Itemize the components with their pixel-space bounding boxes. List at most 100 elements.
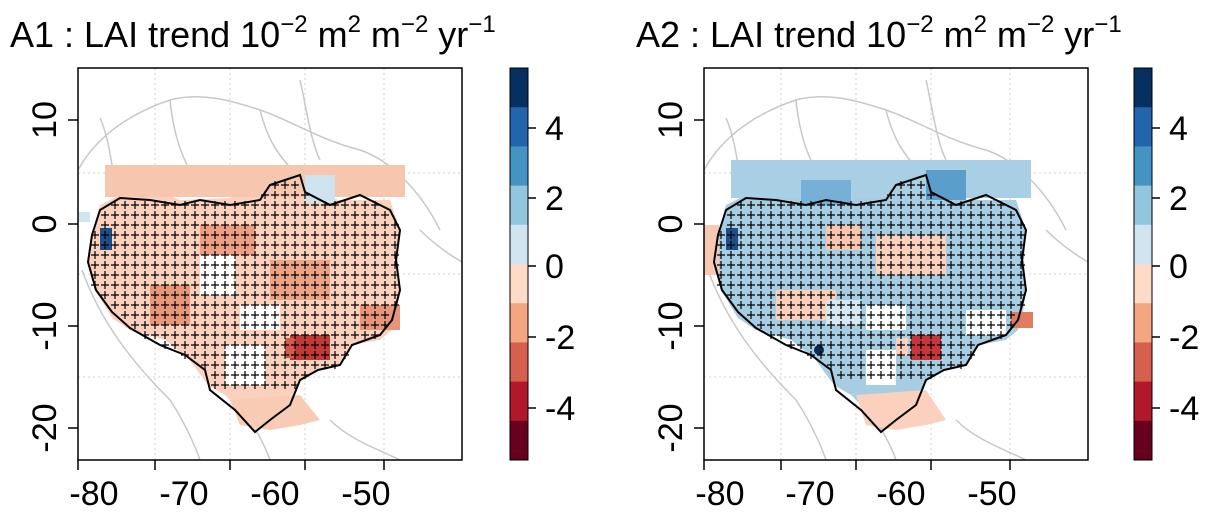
- significance-marker: [381, 251, 389, 259]
- significance-marker: [837, 291, 845, 299]
- significance-marker: [351, 261, 359, 269]
- significance-marker: [271, 381, 279, 389]
- panel-title-a1: A1 : LAI trend 10−2 m2 m−2 yr−1: [10, 11, 496, 56]
- significance-marker: [907, 211, 915, 219]
- significance-marker: [937, 241, 945, 249]
- significance-marker: [251, 261, 259, 269]
- significance-marker: [211, 301, 219, 309]
- significance-marker: [151, 231, 159, 239]
- significance-marker: [847, 301, 855, 309]
- significance-marker: [787, 271, 795, 279]
- significance-marker: [261, 331, 269, 339]
- significance-marker: [737, 281, 745, 289]
- y-tick-label: 10: [652, 101, 690, 139]
- significance-marker: [191, 301, 199, 309]
- x-tick-label: -60: [876, 475, 925, 513]
- significance-marker: [91, 261, 99, 269]
- significance-marker: [887, 201, 895, 209]
- significance-marker: [987, 301, 995, 309]
- significance-marker: [867, 341, 875, 349]
- significance-marker: [231, 301, 239, 309]
- significance-marker: [131, 201, 139, 209]
- colorbar-segment: [510, 303, 528, 343]
- significance-marker: [817, 291, 825, 299]
- significance-marker: [331, 201, 339, 209]
- significance-marker: [907, 371, 915, 379]
- significance-marker: [251, 291, 259, 299]
- significance-marker: [291, 341, 299, 349]
- significance-marker: [747, 281, 755, 289]
- significance-marker: [947, 331, 955, 339]
- significance-marker: [967, 211, 975, 219]
- significance-marker: [777, 311, 785, 319]
- significance-marker: [927, 251, 935, 259]
- significance-marker: [231, 361, 239, 369]
- significance-marker: [111, 201, 119, 209]
- significance-marker: [101, 251, 109, 259]
- significance-marker: [371, 251, 379, 259]
- significance-marker: [281, 201, 289, 209]
- significance-marker: [221, 311, 229, 319]
- significance-marker: [271, 271, 279, 279]
- colorbar-segment: [1134, 420, 1152, 461]
- significance-hatch-a1: [91, 181, 399, 389]
- significance-marker: [817, 321, 825, 329]
- significance-marker: [291, 301, 299, 309]
- significance-marker: [867, 261, 875, 269]
- significance-marker: [847, 331, 855, 339]
- significance-marker: [261, 261, 269, 269]
- significance-marker: [727, 241, 735, 249]
- significance-marker: [897, 271, 905, 279]
- significance-marker: [201, 221, 209, 229]
- significance-marker: [191, 331, 199, 339]
- significance-marker: [131, 281, 139, 289]
- significance-marker: [221, 301, 229, 309]
- significance-marker: [817, 221, 825, 229]
- significance-marker: [787, 251, 795, 259]
- significance-marker: [857, 351, 865, 359]
- significance-marker: [341, 221, 349, 229]
- significance-marker: [361, 271, 369, 279]
- significance-marker: [381, 321, 389, 329]
- significance-marker: [947, 301, 955, 309]
- significance-marker: [371, 291, 379, 299]
- significance-marker: [231, 291, 239, 299]
- significance-marker: [807, 271, 815, 279]
- significance-marker: [121, 231, 129, 239]
- significance-marker: [997, 311, 1005, 319]
- significance-marker: [251, 331, 259, 339]
- significance-marker: [341, 251, 349, 259]
- significance-marker: [381, 291, 389, 299]
- significance-marker: [887, 191, 895, 199]
- y-tick-labels-a2: 10 0 -10 -20: [652, 101, 690, 452]
- significance-marker: [221, 341, 229, 349]
- significance-marker: [807, 311, 815, 319]
- significance-marker: [101, 211, 109, 219]
- significance-marker: [251, 241, 259, 249]
- significance-marker: [161, 211, 169, 219]
- significance-marker: [787, 291, 795, 299]
- significance-marker: [947, 291, 955, 299]
- significance-marker: [101, 281, 109, 289]
- significance-marker: [161, 241, 169, 249]
- significance-marker: [857, 301, 865, 309]
- significance-marker: [291, 181, 299, 189]
- significance-marker: [777, 211, 785, 219]
- significance-marker: [737, 231, 745, 239]
- significance-marker: [877, 341, 885, 349]
- significance-marker: [747, 261, 755, 269]
- significance-marker: [917, 261, 925, 269]
- significance-marker: [291, 381, 299, 389]
- significance-marker: [797, 331, 805, 339]
- significance-marker: [847, 321, 855, 329]
- significance-marker: [311, 361, 319, 369]
- significance-marker: [331, 251, 339, 259]
- significance-marker: [897, 371, 905, 379]
- significance-marker: [221, 381, 229, 389]
- significance-marker: [341, 311, 349, 319]
- significance-marker: [281, 371, 289, 379]
- significance-marker: [957, 331, 965, 339]
- significance-marker: [987, 281, 995, 289]
- significance-marker: [787, 211, 795, 219]
- significance-marker: [877, 241, 885, 249]
